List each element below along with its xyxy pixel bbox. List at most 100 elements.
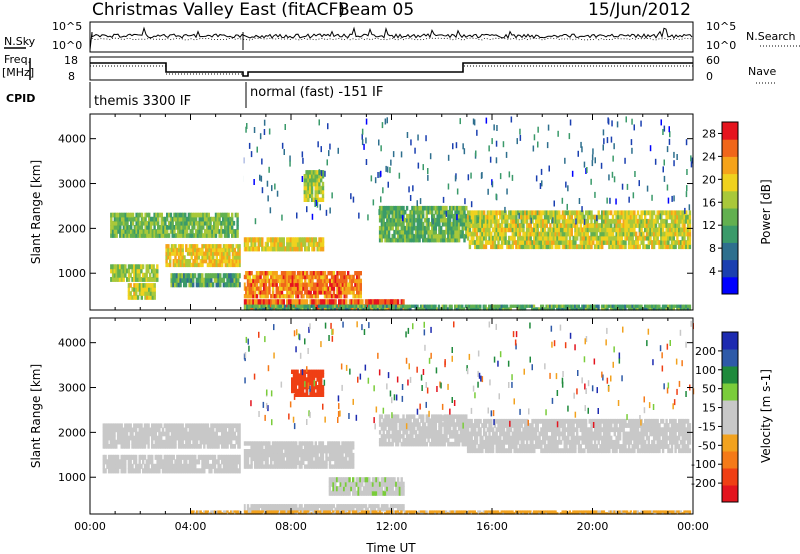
heatmap-cell xyxy=(163,444,166,449)
heatmap-cell xyxy=(289,464,292,469)
heatmap-cell xyxy=(273,441,276,446)
heatmap-cell xyxy=(568,214,572,220)
heatmap-cell xyxy=(518,240,522,245)
freq-label-1: Freq. xyxy=(4,53,31,66)
heatmap-cell xyxy=(522,223,525,228)
heatmap-cell xyxy=(536,240,539,245)
heatmap-cell xyxy=(254,286,257,291)
heatmap-cell xyxy=(107,468,111,474)
heatmap-cell xyxy=(197,435,201,441)
cpid-value-1: normal (fast) -151 IF xyxy=(250,85,383,100)
heatmap-cell xyxy=(206,247,210,253)
heatmap-cell xyxy=(540,235,543,241)
heatmap-cell xyxy=(192,251,195,256)
heatmap-cell xyxy=(405,229,409,235)
heatmap-cell xyxy=(182,212,185,218)
heatmap-cell xyxy=(631,240,634,245)
heatmap-cell xyxy=(669,244,672,250)
heatmap-cell xyxy=(320,237,323,243)
heatmap-cell xyxy=(310,185,314,191)
heatmap-cell xyxy=(325,456,328,462)
heatmap-cell xyxy=(647,235,650,241)
heatmap-cell xyxy=(138,459,141,465)
heatmap-cell xyxy=(428,304,432,308)
heatmap-cell xyxy=(638,235,641,241)
heatmap-cell xyxy=(441,209,445,215)
heatmap-cell xyxy=(158,233,162,238)
heatmap-cell xyxy=(204,277,208,283)
heatmap-cell xyxy=(165,427,168,433)
heatmap-cell xyxy=(520,214,523,220)
heatmap-cell xyxy=(425,213,428,219)
heatmap-cell xyxy=(230,439,233,445)
heatmap-cell xyxy=(352,452,355,458)
heatmap-cell xyxy=(115,212,118,218)
heatmap-cell xyxy=(311,274,314,280)
heatmap-cell xyxy=(135,287,138,292)
heatmap-cell xyxy=(165,259,168,264)
heatmap-cell xyxy=(289,274,293,280)
heatmap-cell xyxy=(380,217,384,223)
heatmap-cell xyxy=(470,307,473,311)
heatmap-cell xyxy=(209,233,212,238)
heatmap-cell xyxy=(400,225,403,231)
heatmap-cell xyxy=(174,247,177,253)
heatmap-cell xyxy=(543,240,547,245)
heatmap-cell xyxy=(595,240,599,245)
heatmap-speckle xyxy=(268,166,270,173)
heatmap-cell xyxy=(222,247,226,253)
heatmap-cell xyxy=(113,439,116,445)
heatmap-cell xyxy=(302,452,305,458)
heatmap-cell xyxy=(188,259,192,264)
heatmap-cell xyxy=(225,220,228,226)
heatmap-cell xyxy=(231,251,235,256)
heatmap-cell xyxy=(154,272,157,278)
heatmap-cell xyxy=(273,460,276,465)
heatmap-cell xyxy=(282,445,285,450)
heatmap-cell xyxy=(418,217,421,223)
heatmap-cell xyxy=(344,449,348,454)
heatmap-cell xyxy=(160,454,163,460)
heatmap-cell xyxy=(125,431,129,437)
heatmap-speckle xyxy=(495,157,498,164)
heatmap-cell xyxy=(307,170,310,175)
heatmap-cell xyxy=(414,233,418,239)
heatmap-cell xyxy=(311,460,314,465)
heatmap-cell xyxy=(287,464,291,469)
heatmap-cell xyxy=(522,231,525,237)
heatmap-cell xyxy=(215,459,218,465)
heatmap-cell xyxy=(302,286,305,291)
heatmap-cell xyxy=(237,423,240,429)
heatmap-cell xyxy=(529,231,532,237)
heatmap-cell xyxy=(124,468,127,474)
heatmap-cell xyxy=(683,231,686,237)
heatmap-cell xyxy=(658,214,661,220)
heatmap-cell xyxy=(431,229,434,235)
heatmap-cell xyxy=(484,304,487,308)
heatmap-cell xyxy=(224,454,227,460)
heatmap-cell xyxy=(261,464,264,469)
heatmap-cell xyxy=(490,244,493,250)
heatmap-cell xyxy=(502,240,506,245)
heatmap-cell xyxy=(307,464,310,469)
heatmap-cell xyxy=(472,231,475,237)
heatmap-cell xyxy=(540,304,543,308)
heatmap-cell xyxy=(475,231,479,237)
heatmap-cell xyxy=(470,235,473,241)
heatmap-cell xyxy=(278,304,281,308)
heatmap-cell xyxy=(226,423,229,429)
heatmap-speckle xyxy=(263,129,266,135)
heatmap-speckle xyxy=(518,212,520,219)
heatmap-cell xyxy=(534,210,538,216)
heatmap-cell xyxy=(139,220,142,226)
heatmap-cell xyxy=(339,307,342,311)
heatmap-cell xyxy=(620,214,624,220)
heatmap-cell xyxy=(183,277,186,283)
heatmap-cell xyxy=(644,223,647,228)
heatmap-cell xyxy=(279,274,282,280)
heatmap-cell xyxy=(161,439,165,445)
heatmap-cell xyxy=(175,212,178,218)
heatmap-cell xyxy=(102,435,105,441)
heatmap-cell xyxy=(314,274,318,280)
heatmap-cell xyxy=(685,244,688,250)
